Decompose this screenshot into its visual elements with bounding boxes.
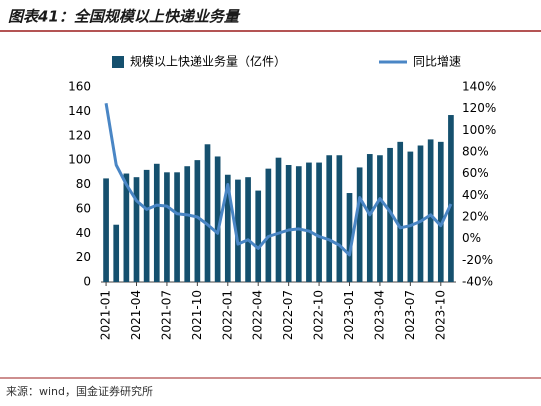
y2-tick-label: 140% xyxy=(462,80,496,94)
y-tick-label: 100 xyxy=(68,153,91,167)
bar xyxy=(346,193,353,282)
y2-tick-label: 40% xyxy=(462,188,489,202)
x-tick-label: 2021-10 xyxy=(190,290,204,340)
bar xyxy=(427,139,434,282)
y2-tick-label: 60% xyxy=(462,166,489,180)
bar xyxy=(153,163,160,282)
y-tick-label: 0 xyxy=(83,275,91,289)
bar xyxy=(275,157,282,282)
y-tick-label: 160 xyxy=(68,80,91,94)
bar xyxy=(407,151,414,282)
x-tick-label: 2021-04 xyxy=(129,290,143,340)
bar xyxy=(285,165,292,282)
x-tick-label: 2023-07 xyxy=(403,290,417,340)
y2-tick-label: -20% xyxy=(462,253,493,267)
bar xyxy=(214,156,221,282)
bar xyxy=(377,155,383,282)
y2-tick-label: 0% xyxy=(462,231,481,245)
x-tick-label: 2023-10 xyxy=(433,290,447,340)
bar xyxy=(417,145,424,282)
bar xyxy=(437,141,444,282)
bar xyxy=(295,166,302,282)
legend-swatch xyxy=(112,56,124,68)
bar xyxy=(143,169,150,282)
x-tick-label: 2023-01 xyxy=(342,290,356,340)
bar xyxy=(245,177,251,282)
bar xyxy=(184,166,191,282)
x-tick-label: 2022-07 xyxy=(281,290,295,340)
legend-label: 同比增速 xyxy=(413,55,461,69)
y2-tick-label: 120% xyxy=(462,101,496,115)
bar xyxy=(336,155,343,282)
bar xyxy=(265,168,272,282)
y2-tick-label: -40% xyxy=(462,275,493,289)
bar xyxy=(326,155,333,282)
bar xyxy=(316,162,322,282)
bar xyxy=(397,141,404,282)
y-tick-label: 60 xyxy=(76,201,91,215)
bar xyxy=(306,162,312,282)
bar xyxy=(194,160,201,282)
bar xyxy=(123,173,130,282)
x-tick-label: 2022-10 xyxy=(312,290,326,340)
bar xyxy=(204,144,211,282)
legend-label: 规模以上快递业务量（亿件） xyxy=(130,54,286,69)
line xyxy=(104,103,453,257)
y-tick-label: 80 xyxy=(76,177,91,191)
y2-tick-label: 20% xyxy=(462,210,489,224)
bar xyxy=(174,172,180,282)
x-tick-label: 2022-01 xyxy=(220,290,234,340)
x-tick-label: 2021-07 xyxy=(159,290,173,340)
x-tick-label: 2022-04 xyxy=(251,290,265,340)
y-tick-label: 40 xyxy=(76,226,91,240)
bar xyxy=(448,115,454,282)
y2-tick-label: 100% xyxy=(462,123,496,137)
bar xyxy=(366,154,373,282)
x-tick-label: 2023-04 xyxy=(372,290,386,340)
y-tick-label: 120 xyxy=(68,128,91,142)
bar xyxy=(164,172,170,282)
bar xyxy=(356,167,363,282)
x-tick-label: 2021-01 xyxy=(99,290,113,340)
y2-tick-label: 80% xyxy=(462,145,489,159)
chart-title: 图表41：全国规模以上快递业务量 xyxy=(8,8,241,26)
source: 来源：wind，国金证券研究所 xyxy=(6,384,153,398)
bar xyxy=(133,177,140,282)
bar xyxy=(103,178,109,282)
bar xyxy=(113,224,120,282)
y-tick-label: 20 xyxy=(76,250,91,264)
y-tick-label: 140 xyxy=(68,104,91,118)
bar xyxy=(235,179,241,282)
bar xyxy=(387,147,393,282)
bar xyxy=(224,174,231,282)
bar xyxy=(255,190,262,282)
